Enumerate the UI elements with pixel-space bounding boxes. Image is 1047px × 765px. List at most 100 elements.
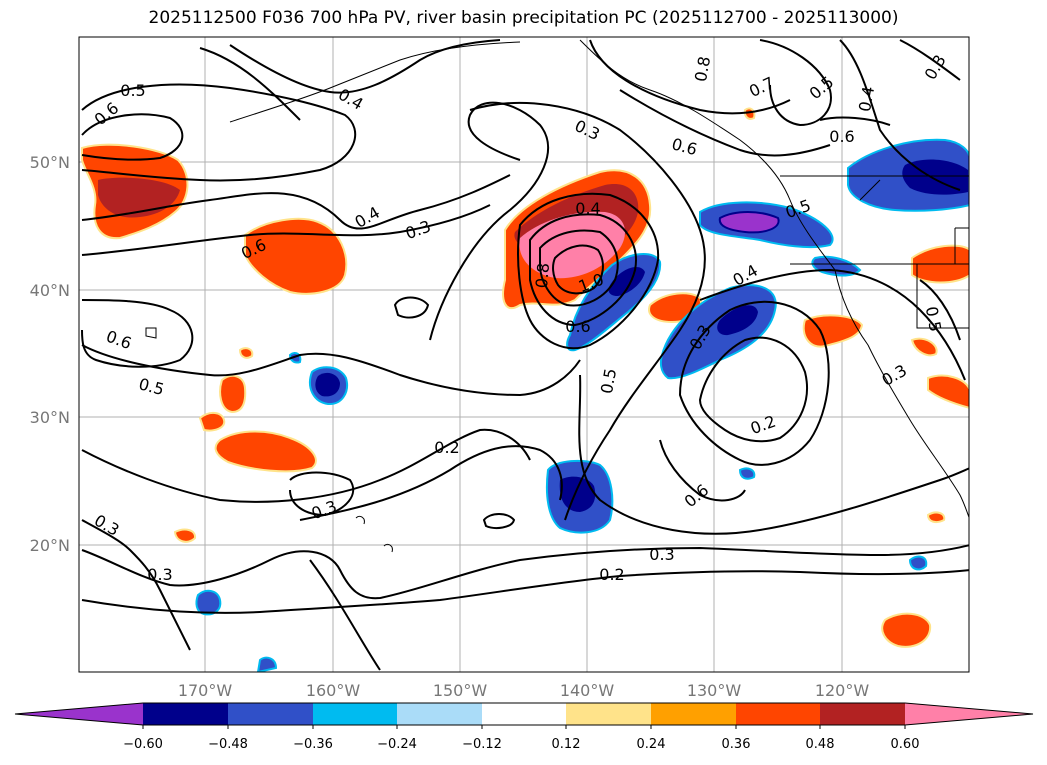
contour-03-bottom [81, 544, 969, 600]
positive-patches [81, 107, 969, 648]
contour-center-06 [529, 213, 637, 327]
patch-neg-138w-core [608, 267, 645, 296]
colorbar-segment [143, 703, 228, 725]
contour-label: 0.3 [147, 565, 172, 584]
colorbar-arrow-left [15, 703, 143, 725]
contour-north-04 [229, 39, 501, 94]
lat-label: 50°N [30, 153, 70, 172]
contour-ne-06-small [819, 116, 891, 126]
contour-east-02 [698, 336, 808, 443]
colorbar-tick-label: −0.48 [208, 737, 248, 752]
contour-small-loop-2 [393, 296, 430, 319]
patch-pos-sw [927, 374, 969, 409]
contour-label: 0.5 [120, 81, 145, 100]
contour-label: 0.6 [829, 127, 854, 146]
contour-03-south [81, 428, 531, 503]
contour-050-left [81, 344, 581, 397]
colorbar-segment [820, 703, 905, 725]
contour-east-04 [699, 268, 966, 381]
colorbar-segment [228, 703, 313, 725]
contour-label: 0.8 [691, 55, 714, 83]
colorbar-segment [566, 703, 651, 725]
colorbar-tick-label: −0.24 [377, 737, 417, 752]
lat-label: 40°N [30, 281, 70, 300]
contour-west-06 [81, 113, 184, 161]
contour-label: 0.3 [649, 545, 674, 564]
patch-neg-140w-south-core [559, 476, 596, 512]
patch-pos-165w [244, 217, 348, 295]
contour-label: 0.2 [434, 438, 459, 457]
contour-center-03 [469, 101, 706, 521]
colorbar-tick-label: 0.60 [891, 737, 920, 752]
colorbar-segment [651, 703, 736, 725]
lon-label: 130°W [687, 681, 742, 700]
lon-label: 120°W [815, 681, 870, 700]
lon-label: 170°W [178, 681, 233, 700]
patch-pos-small-ne [910, 337, 938, 357]
patch-pos-small-2 [198, 412, 226, 432]
lon-label: 160°W [306, 681, 361, 700]
colorbar-segment [397, 703, 482, 725]
coastline-hawaii-2 [355, 515, 365, 525]
contour-02-south-1 [299, 445, 563, 521]
patch-pos-se [881, 612, 932, 648]
contour-ne-04 [839, 39, 961, 191]
contour-ne-05-loop [759, 39, 832, 127]
lat-label: 20°N [30, 536, 70, 555]
contour-label: 0.2 [599, 565, 624, 584]
lon-labels: 170°W 160°W 150°W 140°W 130°W 120°W [178, 681, 870, 700]
patch-pos-124w [802, 314, 864, 348]
contour-02-west-tail [81, 519, 191, 651]
contour-label: 0.4 [855, 85, 878, 113]
colorbar: −0.60 −0.48 −0.36 −0.24 −0.12 0.12 0.24 … [14, 702, 1034, 752]
patch-neg-170w [195, 589, 222, 616]
contour-mid-03 [81, 204, 491, 256]
patch-pos-tiny-3 [238, 347, 254, 359]
colorbar-tick-label: −0.36 [293, 737, 333, 752]
patch-neg-130w-core [717, 305, 758, 336]
contour-east-03 [678, 300, 830, 466]
patch-pos-tiny-2 [173, 528, 197, 543]
contour-05-south [578, 374, 969, 535]
map-content: 0.5 0.6 0.4 0.6 0.4 0.3 0.3 0.4 0.8 1.0 … [79, 37, 969, 672]
lon-label: 140°W [560, 681, 615, 700]
patch-pos-tiny-1 [926, 511, 946, 524]
patch-neg-160w-core [315, 372, 340, 397]
border-states-2 [916, 264, 969, 329]
contour-label: 0.5 [922, 305, 945, 333]
contour-center-04 [517, 192, 660, 350]
contour-060-left [81, 299, 194, 368]
coastline-hawaii-1 [383, 543, 393, 553]
contour-big-loop [429, 101, 550, 341]
contour-center-08 [539, 229, 619, 307]
island-small [145, 327, 157, 339]
patch-neg-small-1 [738, 467, 756, 480]
contour-03-hawaii [289, 471, 355, 517]
colorbar-tick-label: 0.24 [637, 737, 666, 752]
contour-02-deep [309, 559, 381, 671]
contour-label: 0.5 [597, 367, 620, 395]
lat-labels: 50°N 40°N 30°N 20°N [30, 153, 70, 555]
patch-neg-coast-core [718, 211, 780, 234]
colorbar-tick-label: 0.12 [552, 737, 581, 752]
lat-label: 30°N [30, 408, 70, 427]
colorbar-segment [313, 703, 397, 725]
contour-mid-04 [81, 174, 511, 230]
lon-label: 150°W [433, 681, 488, 700]
border-states-3 [859, 179, 881, 201]
contour-east-05 [919, 279, 961, 341]
map-frame [78, 36, 970, 673]
pv-contours [81, 39, 969, 671]
contour-ne-07 [589, 39, 791, 115]
contour-label: 0.8 [532, 262, 553, 289]
contour-ne-right [899, 39, 961, 81]
patch-neg-small-3 [256, 656, 278, 672]
coastline-alaska [229, 41, 521, 123]
colorbar-segment [736, 703, 820, 725]
colorbar-tick-label: −0.60 [123, 737, 163, 752]
patch-pos-168w [214, 430, 317, 473]
colorbar-ticks [142, 725, 906, 729]
figure-title: 2025112500 F036 700 hPa PV, river basin … [148, 8, 899, 28]
map-area [79, 37, 969, 672]
contour-02-bottom [81, 569, 969, 614]
